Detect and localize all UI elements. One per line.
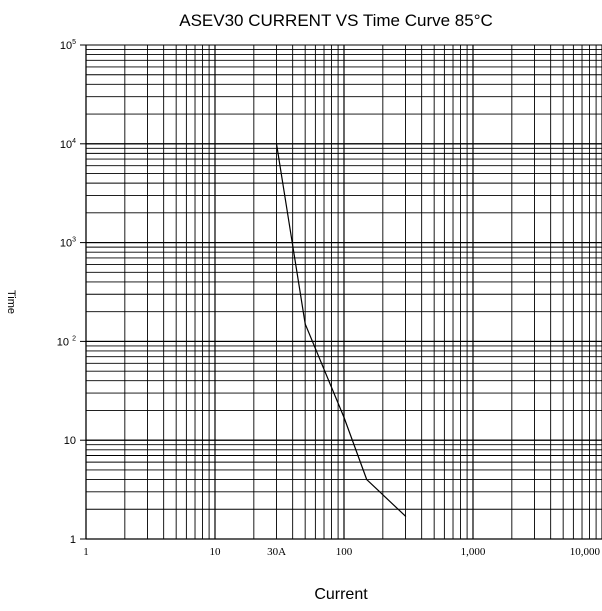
y-tick-label: 10 2 [57,335,76,348]
x-tick-label: 100 [336,546,353,558]
series-point [404,515,407,517]
x-tick-label: 10 [210,546,222,558]
y-tick-base: 10 [60,139,72,151]
grid [85,44,602,540]
x-tick-label: 1 [83,546,89,558]
x-axis-label: Current [314,586,368,603]
x-tick-label: 1,000 [461,546,486,558]
y-tick-label: 104 [60,138,76,151]
series-point [366,478,368,481]
x-tick-label: 10,000 [570,546,601,558]
y-tick-base: 1 [70,534,76,546]
y-tick-base: 10 [60,238,72,250]
y-tick-exponent: 2 [72,335,76,342]
series-group [275,143,407,517]
y-tick-exponent: 3 [72,237,76,244]
y-axis-label: Time [5,290,17,314]
y-tick-label: 103 [60,237,76,250]
axes [80,44,602,540]
chart-title: ASEV30 CURRENT VS Time Curve 85°C [179,11,493,30]
series-point [343,416,345,419]
x-tick-labels: 1 10 30A 100 1,000 10,000 [83,546,600,558]
y-tick-base: 10 [64,435,76,447]
x-tick-label: 30A [267,546,286,558]
y-tick-base: 10 [60,40,72,52]
series-point [304,323,306,325]
y-tick-exponent: 5 [72,39,76,46]
y-tick-label: 105 [60,39,76,52]
y-tick-label: 10 [64,435,76,447]
series-point [275,143,278,145]
y-tick-base: 10 [57,336,72,348]
y-tick-exponent: 4 [72,138,76,145]
series-line [275,143,406,517]
y-tick-label: 1 [70,534,76,546]
